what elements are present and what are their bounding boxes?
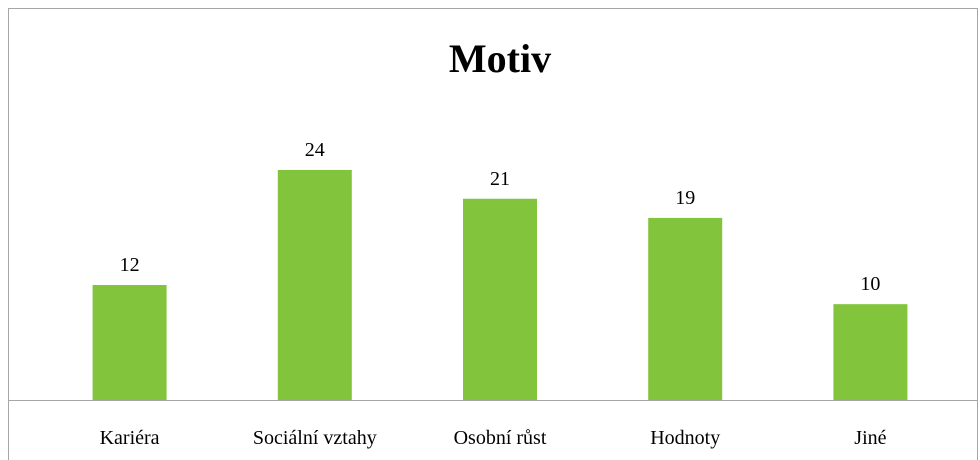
data-label: 19 bbox=[675, 187, 695, 209]
x-tick-label: Sociální vztahy bbox=[253, 427, 377, 449]
x-tick-label: Hodnoty bbox=[650, 427, 720, 449]
bar bbox=[833, 304, 908, 400]
data-label: 10 bbox=[860, 273, 880, 295]
data-label: 21 bbox=[490, 168, 510, 190]
x-tick-label: Jiné bbox=[854, 427, 886, 449]
bar bbox=[277, 170, 352, 400]
x-tick-label: Kariéra bbox=[100, 427, 160, 449]
bar bbox=[648, 217, 723, 400]
data-label: 12 bbox=[120, 254, 140, 276]
x-tick-label: Osobní růst bbox=[454, 427, 547, 449]
data-label: 24 bbox=[305, 139, 325, 161]
chart-title: Motiv bbox=[449, 36, 551, 81]
bar bbox=[463, 198, 537, 400]
bar bbox=[92, 285, 167, 400]
